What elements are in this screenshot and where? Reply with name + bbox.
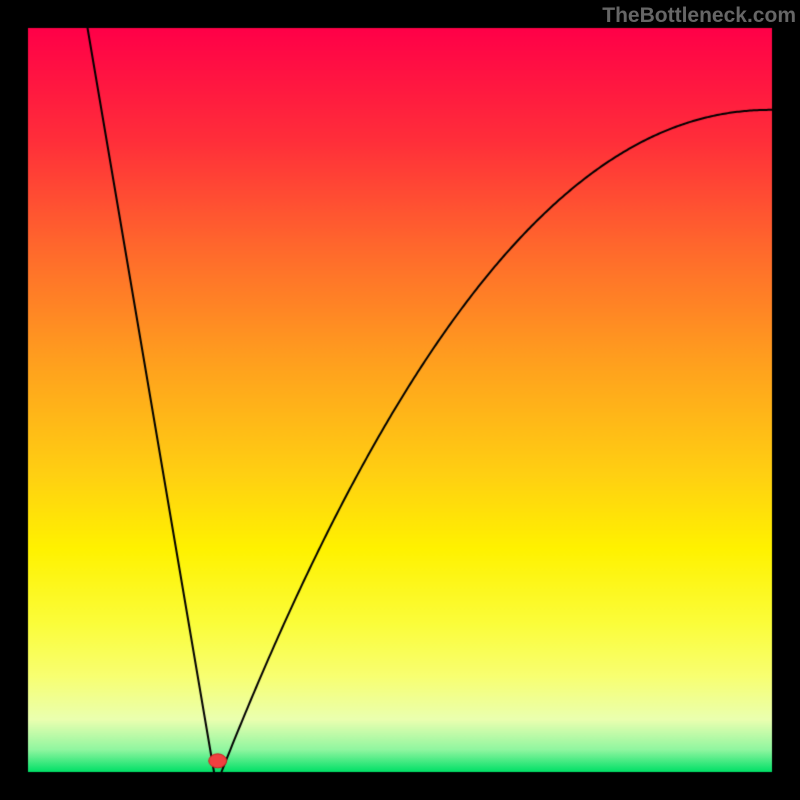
chart-canvas-wrap [0, 0, 800, 800]
attribution-label: TheBottleneck.com [602, 4, 796, 28]
bottleneck-chart [0, 0, 800, 800]
